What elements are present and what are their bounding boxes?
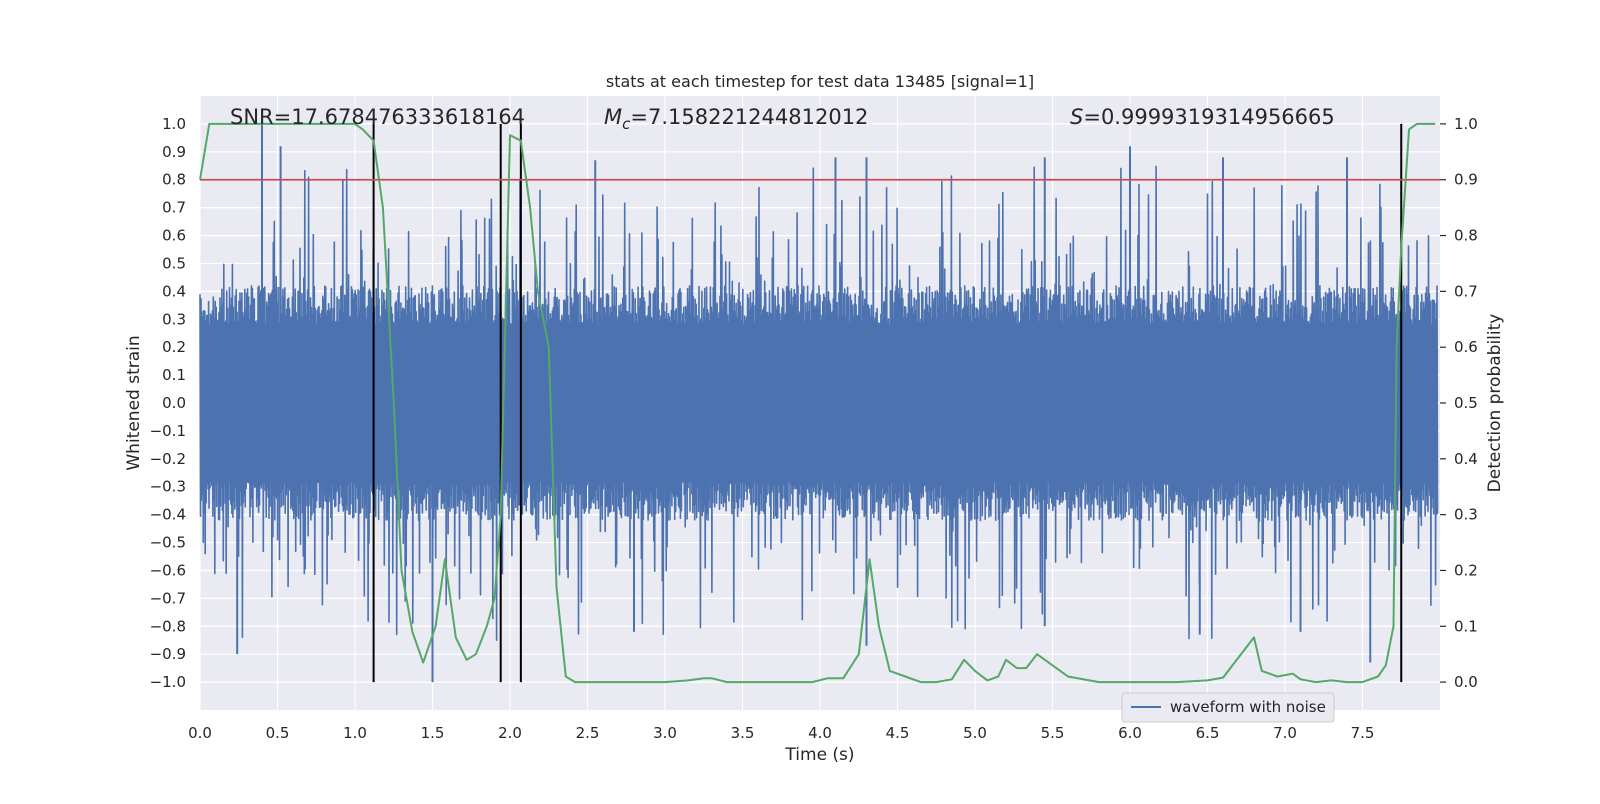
x-tick-label-4: 2.0 (498, 724, 522, 742)
score-symbol: S (1070, 105, 1083, 129)
y2-tick-label-10: 0.0 (1454, 673, 1478, 691)
chirp-mass-symbol: M (604, 105, 622, 129)
y-tick-label-10: 0.0 (162, 394, 186, 412)
y2-tick-label-5: 0.5 (1454, 394, 1478, 412)
y2-tick-label-1: 0.9 (1454, 171, 1478, 189)
x-tick-label-2: 1.0 (343, 724, 367, 742)
y-tick-label-11: −0.1 (150, 422, 186, 440)
y2-tick-label-3: 0.7 (1454, 282, 1478, 300)
chart-title: stats at each timestep for test data 134… (606, 72, 1034, 91)
y-tick-label-0: 1.0 (162, 115, 186, 133)
x-tick-label-8: 4.0 (808, 724, 832, 742)
legend-box (1121, 692, 1335, 723)
vertical-lines (372, 123, 1403, 683)
x-tick-label-12: 6.0 (1118, 724, 1142, 742)
chirp-mass-subscript: c (622, 115, 631, 133)
y-tick-label-3: 0.7 (162, 199, 186, 217)
y-tick-label-17: −0.7 (150, 589, 186, 607)
y-tick-label-13: −0.3 (150, 478, 186, 496)
y-tick-label-2: 0.8 (162, 171, 186, 189)
y-tick-label-15: −0.5 (150, 534, 186, 552)
y2-tick-label-0: 1.0 (1454, 115, 1478, 133)
y-tick-label-4: 0.6 (162, 227, 186, 245)
y-tick-label-19: −0.9 (150, 645, 186, 663)
y-axis-ticks: 1.0 0.9 0.8 0.7 0.6 0.5 0.4 0.3 0.2 0.1 0.0 −0.1 −0.… (150, 115, 186, 691)
x-tick-label-0: 0.0 (188, 724, 212, 742)
x-tick-label-5: 2.5 (576, 724, 600, 742)
y-tick-label-8: 0.2 (162, 338, 186, 356)
legend: waveform with noise (1121, 692, 1335, 723)
x-tick-label-10: 5.0 (963, 724, 987, 742)
y-tick-label-6: 0.4 (162, 282, 186, 300)
y2-tick-label-6: 0.4 (1454, 450, 1478, 468)
y2-axis-ticks: 1.0 0.9 0.8 0.7 0.6 0.5 0.4 0.3 0.2 0.1 0.0 (1440, 115, 1478, 691)
x-tick-label-14: 7.0 (1273, 724, 1297, 742)
probability-series (199, 122, 1436, 684)
x-tick-label-7: 3.5 (731, 724, 755, 742)
y-tick-label-5: 0.5 (162, 254, 186, 272)
chirp-mass-value: =7.158221244812012 (630, 105, 868, 129)
probability-line (199, 122, 1436, 684)
y-tick-label-18: −0.8 (150, 617, 186, 635)
y-axis-label: Whitened strain (124, 335, 144, 470)
x-tick-label-13: 6.5 (1196, 724, 1220, 742)
legend-label: waveform with noise (1170, 698, 1326, 716)
y2-tick-label-8: 0.2 (1454, 561, 1478, 579)
x-tick-label-3: 1.5 (421, 724, 445, 742)
snr-annotation: SNR=17.678476333618164 (230, 105, 525, 129)
y2-tick-label-9: 0.1 (1454, 617, 1478, 635)
x-axis-ticks: 0.0 0.5 1.0 1.5 2.0 2.5 3.0 3.5 4.0 4.5 5.0 5.5 6.0 6… (188, 724, 1374, 742)
y2-axis-label: Detection probability (1485, 314, 1505, 493)
waveform-series (199, 123, 1439, 683)
chirp-mass-annotation: Mc=7.158221244812012 (604, 105, 868, 133)
x-tick-label-11: 5.5 (1041, 724, 1065, 742)
x-tick-label-15: 7.5 (1351, 724, 1375, 742)
y-tick-label-14: −0.4 (150, 506, 186, 524)
y-tick-label-16: −0.6 (150, 561, 186, 579)
x-axis-label: Time (s) (784, 745, 854, 765)
y2-tick-label-7: 0.3 (1454, 506, 1478, 524)
waveform-core-band (200, 349, 1438, 457)
x-tick-label-1: 0.5 (266, 724, 290, 742)
score-value: =0.9999319314956665 (1083, 105, 1334, 129)
y-tick-label-12: −0.2 (150, 450, 186, 468)
y2-tick-label-2: 0.8 (1454, 227, 1478, 245)
score-annotation: S=0.9999319314956665 (1070, 105, 1335, 129)
y2-tick-label-4: 0.6 (1454, 338, 1478, 356)
y-tick-label-9: 0.1 (162, 366, 186, 384)
y-tick-label-20: −1.0 (150, 673, 186, 691)
x-tick-label-6: 3.0 (653, 724, 677, 742)
x-tick-label-9: 4.5 (886, 724, 910, 742)
y-tick-label-7: 0.3 (162, 310, 186, 328)
y-tick-label-1: 0.9 (162, 143, 186, 161)
